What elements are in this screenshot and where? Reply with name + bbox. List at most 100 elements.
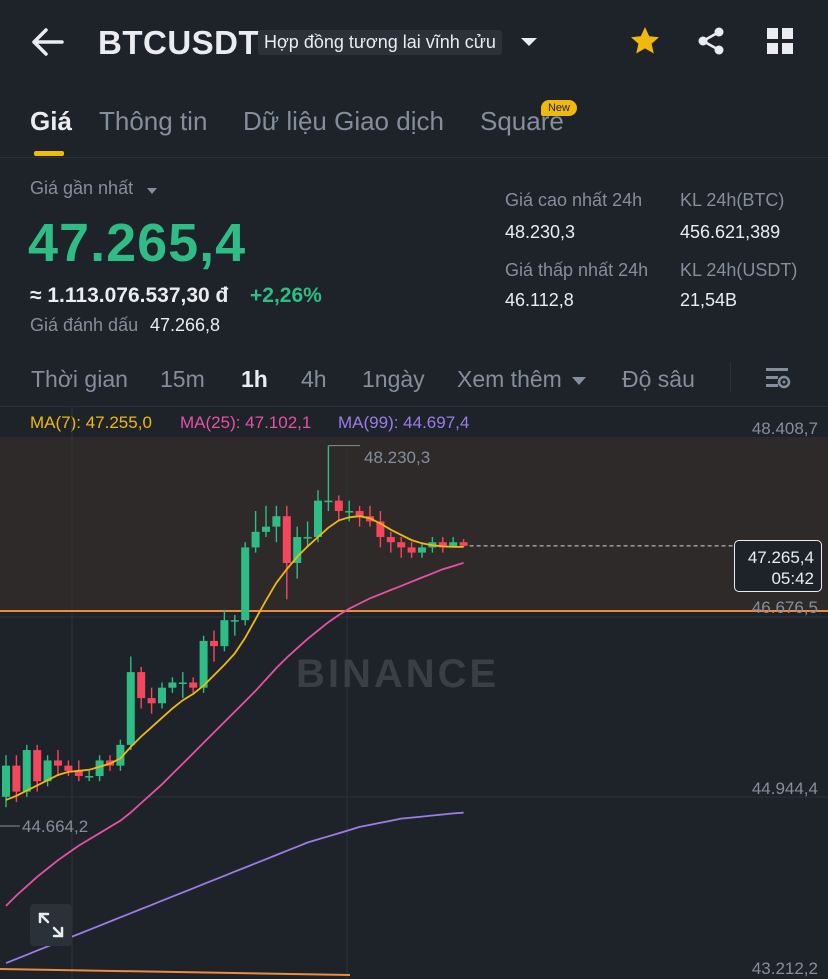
candle-body [2, 765, 10, 797]
candle-body [126, 672, 135, 745]
star-icon[interactable] [628, 24, 662, 58]
ma7-line [5, 515, 464, 801]
candle-body [314, 500, 322, 538]
vol-btc-value: 456.621,389 [680, 222, 781, 242]
candle-body [449, 542, 458, 548]
low-24h-value: 46.112,8 [505, 290, 574, 310]
candle-body [33, 750, 42, 782]
candle-body [22, 750, 31, 792]
current-price-value: 47.265,4 [747, 548, 814, 567]
candle-body [438, 542, 447, 548]
fiat-price: ≈ 1.113.076.537,30 đ [30, 284, 229, 307]
tab-price[interactable]: Giá [30, 106, 72, 136]
candle-body [355, 511, 364, 517]
candle-body [230, 620, 239, 622]
vol-usdt-value: 21,54B [680, 290, 738, 310]
interval-more[interactable]: Xem thêm [457, 366, 588, 393]
candle-body [74, 770, 83, 777]
main-tabs: Giá Thông tin Dữ liệu Giao dịch Square [0, 100, 828, 158]
divider [730, 362, 731, 392]
ma99-legend: MA(99): 44.697,4 [338, 413, 470, 432]
candle-body [220, 620, 229, 647]
divider [0, 406, 828, 407]
interval-more-label: Xem thêm [457, 366, 562, 392]
chevron-down-icon [572, 376, 587, 385]
price-change-percent: +2,26% [250, 284, 322, 307]
candle-body [168, 682, 177, 688]
candle-body [199, 640, 208, 688]
y-axis-label: 46.676,5 [751, 598, 818, 617]
mark-price-value: 47.266,8 [150, 315, 221, 335]
candlestick-chart [0, 407, 828, 979]
ma25-line [5, 561, 464, 907]
candle-body [459, 542, 468, 546]
ma25-legend: MA(25): 47.102,1 [180, 413, 312, 432]
candle-body [376, 521, 385, 538]
candle-body [262, 526, 270, 532]
new-badge: New [541, 100, 577, 116]
interval-15m[interactable]: 15m [160, 366, 205, 392]
active-tab-indicator [34, 151, 64, 156]
vol-usdt-label: KL 24h(USDT) [680, 260, 798, 280]
vol-btc-label: KL 24h(BTC) [680, 190, 785, 210]
tab-info[interactable]: Thông tin [99, 106, 208, 136]
interval-1d[interactable]: 1ngày [362, 366, 425, 392]
interval-4h[interactable]: 4h [301, 366, 327, 392]
candle-body [116, 744, 125, 766]
candle-body [189, 682, 198, 688]
high-24h-label: Giá cao nhất 24h [505, 190, 643, 210]
candle-body [272, 516, 281, 527]
last-price-value: 47.265,4 [28, 213, 247, 273]
candle-body [147, 698, 156, 704]
candle-body [386, 537, 395, 543]
candle-body [54, 760, 62, 766]
share-icon[interactable] [694, 24, 728, 58]
candle-body [241, 547, 250, 621]
grid-icon[interactable] [764, 24, 798, 58]
candle-countdown: 05:42 [771, 569, 814, 588]
interval-1h[interactable]: 1h [241, 366, 268, 392]
high-24h-value: 48.230,3 [505, 222, 576, 242]
candle-body [251, 531, 260, 548]
candle-body [418, 547, 426, 553]
tab-trading-data[interactable]: Dữ liệu Giao dịch [243, 106, 444, 136]
y-axis-label: 43.212,2 [751, 959, 818, 978]
candle-body [95, 760, 104, 777]
candle-body [12, 765, 21, 792]
orange-level-line [0, 968, 351, 976]
candle-body [210, 640, 218, 647]
candle-body [324, 500, 333, 503]
price-chart[interactable] [0, 407, 828, 979]
interval-time[interactable]: Thời gian [31, 366, 128, 392]
mark-price-label: Giá đánh dấu [30, 315, 139, 335]
high-marker-label: 48.230,3 [364, 448, 431, 467]
low-24h-label: Giá thấp nhất 24h [505, 260, 649, 280]
top-bar: BTCUSDT Hợp đồng tương lai vĩnh cửu [0, 0, 828, 86]
candle-body [178, 682, 187, 684]
chevron-down-icon[interactable] [518, 33, 540, 51]
candle-body [334, 500, 343, 512]
back-arrow-icon[interactable] [30, 26, 66, 58]
depth-tab[interactable]: Độ sâu [622, 366, 695, 392]
symbol-title[interactable]: BTCUSDT [98, 24, 260, 61]
ma7-legend: MA(7): 47.255,0 [30, 413, 152, 432]
current-price-tag: 47.265,4 05:42 [734, 540, 822, 592]
chevron-down-icon[interactable] [146, 183, 158, 194]
candle-body [282, 516, 291, 563]
candle-body [85, 776, 94, 778]
candle-body [303, 537, 312, 539]
candle-body [64, 765, 73, 771]
candle-body [158, 687, 166, 704]
contract-type-tag[interactable]: Hợp đồng tương lai vĩnh cửu [258, 30, 502, 55]
candle-body [345, 511, 354, 513]
fullscreen-icon[interactable] [30, 904, 72, 946]
chart-settings-icon[interactable] [764, 364, 792, 392]
candle-body [397, 542, 406, 548]
y-axis-label: 44.944,4 [751, 779, 818, 798]
last-price-label[interactable]: Giá gần nhất [30, 178, 134, 198]
binance-watermark: BINANCE [296, 652, 500, 696]
low-marker-label: 44.664,2 [22, 817, 89, 836]
candle-body [43, 760, 52, 782]
y-axis-label: 48.408,7 [751, 419, 818, 438]
candle-body [293, 537, 302, 563]
